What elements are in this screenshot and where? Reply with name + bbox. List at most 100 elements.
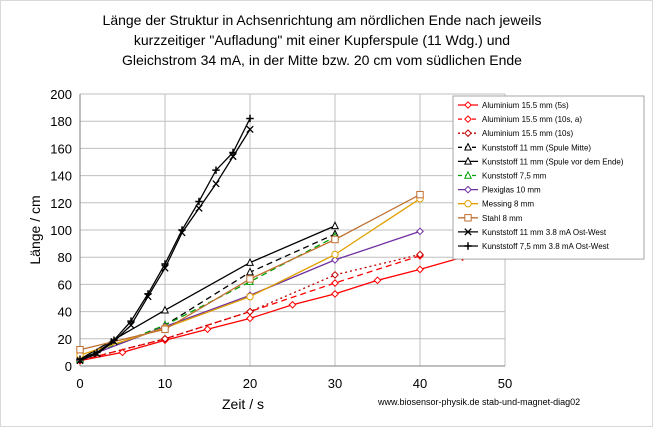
data-point [331, 235, 339, 244]
series-8 [76, 190, 424, 354]
data-point [203, 325, 212, 334]
legend-marker [464, 129, 472, 138]
series-10 [76, 114, 254, 363]
legend-marker [464, 228, 472, 236]
data-point [195, 197, 203, 206]
data-point [144, 290, 152, 298]
y-tick-label: 80 [58, 250, 72, 265]
data-point [118, 348, 127, 357]
legend-entry: Kunststoff 11 mm (Spule vor dem Ende) [458, 156, 624, 166]
y-tick-label: 140 [50, 169, 72, 184]
series-7 [76, 195, 424, 359]
data-point [246, 275, 254, 283]
data-point [93, 348, 101, 357]
y-tick-label: 100 [50, 223, 72, 238]
data-point [229, 148, 237, 157]
data-point [160, 305, 170, 314]
x-tick-label: 50 [498, 376, 512, 391]
x-tick-label: 20 [243, 376, 257, 391]
legend-marker [464, 214, 472, 222]
data-point [416, 190, 424, 199]
y-tick-label: 120 [50, 196, 72, 211]
legend-label: Messing 8 mm [482, 200, 534, 209]
data-point [416, 227, 424, 236]
legend-marker [463, 156, 473, 165]
legend-marker [464, 185, 472, 194]
footer-source: www.biosensor-physik.de stab-und-magnet-… [377, 397, 580, 407]
series-3 [75, 229, 340, 363]
data-point [245, 267, 255, 276]
legend-label: Kunststoff 11 mm (Spule vor dem Ende) [482, 157, 624, 166]
legend-marker [464, 115, 472, 124]
legend: Aluminium 15.5 mm (5s) Aluminium 15.5 mm … [452, 95, 645, 260]
data-point [161, 264, 169, 272]
legend-entry: Kunststoff 11 mm (Spule Mitte) [458, 142, 591, 152]
y-tick-label: 0 [65, 359, 72, 374]
data-point [127, 317, 135, 325]
legend-entry: Plexiglas 10 mm [458, 186, 541, 195]
data-point [161, 325, 169, 333]
legend-marker [464, 101, 472, 109]
legend-entry: Kunststoff 11 mm 3.8 mA Ost-West [458, 228, 607, 237]
legend-label: Kunststoff 7,5 mm [482, 172, 547, 181]
data-point [331, 279, 339, 287]
legend-entry: Stahl 8 mm [458, 214, 523, 223]
data-point [212, 166, 220, 174]
gridlines [79, 93, 506, 367]
data-point [331, 250, 339, 259]
y-tick-label: 180 [50, 114, 72, 129]
x-tick-label: 30 [328, 376, 342, 391]
data-point [246, 314, 254, 323]
axes [79, 94, 505, 367]
data-point [246, 125, 254, 134]
data-point [110, 336, 118, 344]
x-axis-label: Zeit / s [222, 396, 264, 412]
data-point [416, 250, 424, 259]
data-point [246, 307, 254, 316]
y-tick-label: 200 [50, 87, 72, 102]
chart-title-line-3: Gleichstrom 34 mA, in der Mitte bzw. 20 … [122, 52, 522, 68]
y-tick-label: 20 [58, 332, 72, 347]
legend-label: Kunststoff 11 mm (Spule Mitte) [482, 143, 591, 152]
data-point [161, 334, 169, 343]
legend-entry: Kunststoff 7,5 mm 3.8 mA Ost-West [458, 242, 610, 251]
data-point [330, 221, 340, 230]
y-tick-label: 40 [58, 305, 72, 320]
legend-entry: Kunststoff 7,5 mm [458, 170, 547, 181]
data-point [178, 226, 186, 234]
legend-label: Aluminium 15.5 mm (10s, a) [482, 115, 582, 124]
legend-marker [464, 200, 472, 208]
y-axis-label: Länge / cm [27, 195, 43, 264]
legend-label: Kunststoff 7,5 mm 3.8 mA Ost-West [482, 242, 610, 251]
data-point [331, 270, 339, 279]
series-line [79, 225, 336, 360]
legend-entry: Aluminium 15.5 mm (5s) [458, 101, 569, 110]
x-tick-label: 10 [158, 376, 172, 391]
y-tick-label: 60 [58, 277, 72, 292]
legend-marker [463, 142, 473, 151]
data-point [212, 180, 220, 188]
data-point [76, 345, 84, 354]
data-point [246, 292, 254, 301]
y-tick-label: 160 [50, 141, 72, 156]
legend-label: Aluminium 15.5 mm (5s) [482, 101, 569, 110]
series-5 [75, 231, 340, 363]
chart-title-line-2: kurzzeitiger "Aufladung" mit einer Kupfe… [134, 32, 510, 48]
series-group [75, 114, 467, 365]
x-tick-label: 0 [76, 376, 83, 391]
data-point [246, 114, 254, 123]
legend-entry: Aluminium 15.5 mm (10s) [458, 129, 573, 138]
data-point [288, 300, 297, 309]
legend-label: Stahl 8 mm [482, 214, 523, 223]
legend-marker [464, 242, 472, 250]
tick-labels: 0 20 40 60 80 100 120 140 160 180 200 0 10 20 30 40 50 [50, 87, 512, 391]
data-point [76, 355, 84, 363]
legend-marker [463, 170, 473, 179]
legend-label: Kunststoff 11 mm 3.8 mA Ost-West [482, 228, 607, 237]
legend-entry: Aluminium 15.5 mm (10s, a) [458, 115, 582, 124]
data-point [161, 260, 169, 268]
data-point [373, 276, 382, 285]
data-point [245, 257, 255, 266]
chart-title-line-1: Länge der Struktur in Achsenrichtung am … [103, 12, 542, 28]
